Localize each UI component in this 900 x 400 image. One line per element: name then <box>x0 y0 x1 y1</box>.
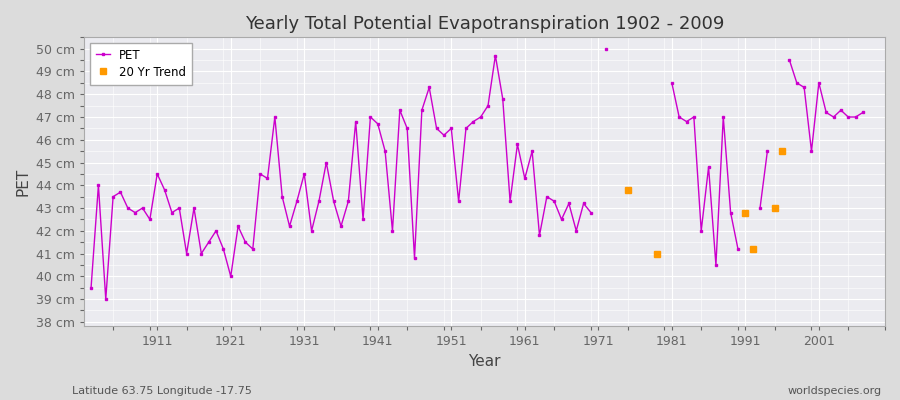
Text: worldspecies.org: worldspecies.org <box>788 386 882 396</box>
20 Yr Trend <box>622 188 633 192</box>
PET <box>166 210 177 215</box>
20 Yr Trend <box>740 210 751 215</box>
Line: 20 Yr Trend: 20 Yr Trend <box>625 148 785 256</box>
Y-axis label: PET: PET <box>15 168 30 196</box>
20 Yr Trend <box>652 251 662 256</box>
Legend: PET, 20 Yr Trend: PET, 20 Yr Trend <box>90 43 192 85</box>
Line: PET: PET <box>90 48 864 300</box>
PET <box>454 199 464 204</box>
PET <box>86 285 96 290</box>
X-axis label: Year: Year <box>468 354 500 369</box>
PET <box>718 115 729 120</box>
PET <box>211 228 221 233</box>
20 Yr Trend <box>777 149 788 154</box>
20 Yr Trend <box>770 206 780 210</box>
20 Yr Trend <box>747 247 758 252</box>
Text: Latitude 63.75 Longitude -17.75: Latitude 63.75 Longitude -17.75 <box>72 386 252 396</box>
Title: Yearly Total Potential Evapotranspiration 1902 - 2009: Yearly Total Potential Evapotranspiratio… <box>245 15 724 33</box>
